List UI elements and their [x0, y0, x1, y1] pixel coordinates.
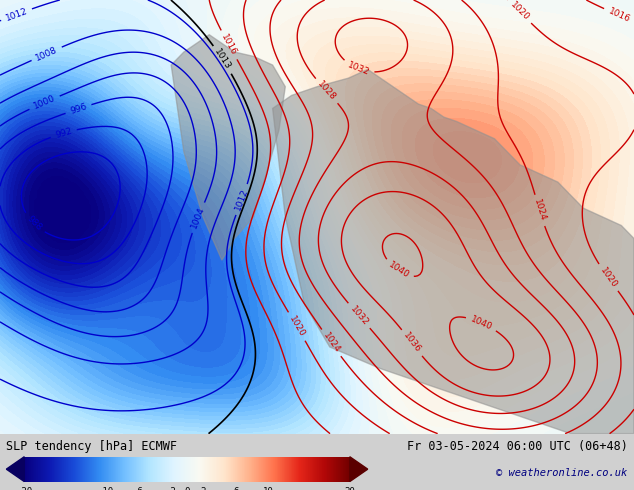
Text: -6: -6 [133, 487, 143, 490]
Text: 1032: 1032 [346, 61, 371, 77]
Polygon shape [171, 35, 285, 260]
Text: 1040: 1040 [387, 261, 411, 280]
Text: 1000: 1000 [32, 94, 57, 111]
Text: 10: 10 [263, 487, 274, 490]
Text: 1024: 1024 [532, 198, 547, 222]
Text: SLP tendency [hPa] ECMWF: SLP tendency [hPa] ECMWF [6, 441, 178, 453]
Polygon shape [273, 70, 634, 434]
Text: 0: 0 [184, 487, 190, 490]
Text: 1012: 1012 [233, 187, 250, 212]
Text: Fr 03-05-2024 06:00 UTC (06+48): Fr 03-05-2024 06:00 UTC (06+48) [407, 441, 628, 453]
Text: -10: -10 [98, 487, 113, 490]
Text: 1032: 1032 [348, 304, 370, 327]
Text: 988: 988 [25, 214, 43, 233]
Text: 1024: 1024 [321, 331, 342, 355]
Text: 1012: 1012 [4, 6, 29, 23]
Text: 1016: 1016 [219, 33, 238, 57]
Text: -2: -2 [165, 487, 176, 490]
Text: 1020: 1020 [598, 266, 619, 290]
Text: 1020: 1020 [287, 315, 306, 339]
Text: 1013: 1013 [212, 48, 233, 72]
Text: 1020: 1020 [508, 0, 531, 23]
Text: 1040: 1040 [469, 314, 494, 332]
Text: 20: 20 [344, 487, 355, 490]
Polygon shape [350, 457, 368, 482]
Text: 2: 2 [200, 487, 206, 490]
Text: 992: 992 [54, 126, 73, 140]
Text: 6: 6 [233, 487, 238, 490]
Text: 996: 996 [69, 102, 88, 116]
Text: 1004: 1004 [190, 205, 207, 230]
Text: 1008: 1008 [34, 45, 59, 63]
Text: 1036: 1036 [401, 331, 422, 355]
Text: -20: -20 [16, 487, 32, 490]
Text: 1016: 1016 [607, 6, 631, 24]
Polygon shape [6, 457, 24, 482]
Text: 1028: 1028 [316, 79, 337, 102]
Text: © weatheronline.co.uk: © weatheronline.co.uk [496, 468, 628, 478]
